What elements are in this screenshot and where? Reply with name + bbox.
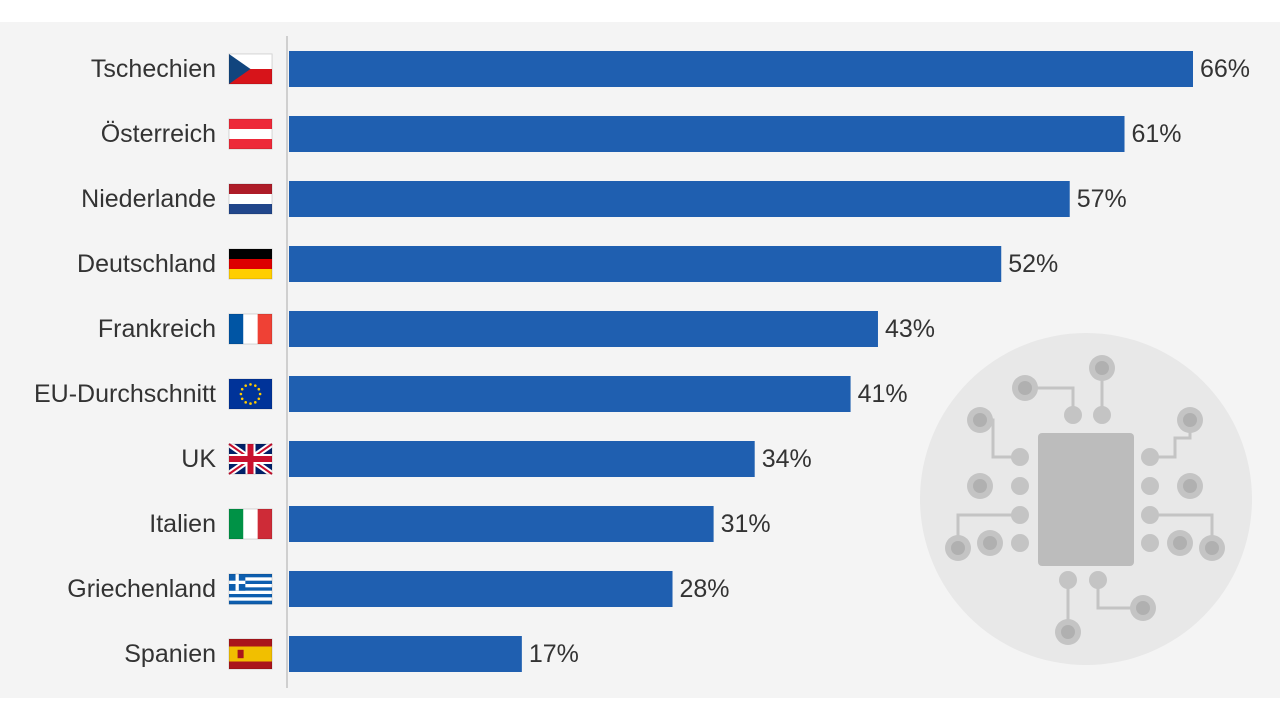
category-label: EU-Durchschnitt — [34, 380, 216, 408]
chip-pin — [1059, 571, 1077, 589]
chip-pin — [1093, 406, 1111, 424]
chip-pin — [1011, 448, 1029, 466]
chip-pin — [1011, 477, 1029, 495]
bar — [289, 181, 1070, 217]
flag-fr-icon — [228, 313, 273, 345]
category-label: Griechenland — [67, 575, 216, 603]
value-label: 31% — [721, 510, 771, 538]
bar — [289, 571, 673, 607]
value-label: 52% — [1008, 250, 1058, 278]
bar-row: Niederlande 57% — [81, 181, 1127, 217]
bar — [289, 636, 522, 672]
flag-eu-icon — [228, 378, 273, 410]
category-label: UK — [181, 445, 216, 473]
bar-row: UK 34% — [181, 441, 812, 477]
category-label: Niederlande — [81, 185, 216, 213]
bar-row: Griechenland 28% — [67, 571, 730, 607]
bar-row: Tschechien 66% — [91, 51, 1250, 87]
chip-pin — [1141, 477, 1159, 495]
circuit-node-core — [1095, 361, 1109, 375]
category-label: Spanien — [124, 640, 216, 668]
bar — [289, 246, 1002, 282]
bar-row: Spanien 17% — [124, 636, 579, 672]
value-label: 34% — [762, 445, 812, 473]
bar — [289, 311, 878, 347]
circuit-node-core — [1018, 381, 1032, 395]
value-label: 28% — [680, 575, 730, 603]
circuit-node-core — [951, 541, 965, 555]
category-label: Italien — [149, 510, 216, 538]
bar — [289, 116, 1125, 152]
bar-row: Frankreich 43% — [98, 311, 935, 347]
flag-gr-icon — [228, 573, 273, 605]
bar-row: EU-Durchschnitt 41% — [34, 376, 908, 412]
circuit-node-core — [1183, 413, 1197, 427]
category-label: Österreich — [101, 120, 216, 148]
bar-row: Italien 31% — [149, 506, 771, 542]
chip-pin — [1141, 448, 1159, 466]
chip-pin — [1011, 506, 1029, 524]
bar — [289, 376, 851, 412]
chip-pin — [1089, 571, 1107, 589]
chip-pin — [1011, 534, 1029, 552]
bar — [289, 506, 714, 542]
circuit-node-core — [1136, 601, 1150, 615]
value-label: 17% — [529, 640, 579, 668]
circuit-trace — [1096, 580, 1143, 610]
flag-es-icon — [228, 638, 273, 670]
flag-de-icon — [228, 248, 273, 280]
value-label: 57% — [1077, 185, 1127, 213]
circuit-node-core — [973, 413, 987, 427]
bar — [289, 441, 755, 477]
category-label: Tschechien — [91, 55, 216, 83]
value-label: 61% — [1132, 120, 1182, 148]
flag-nl-icon — [228, 183, 273, 215]
flag-uk-icon — [227, 441, 274, 477]
flag-cz-icon — [228, 53, 273, 85]
bar-row: Deutschland 52% — [77, 246, 1058, 282]
chip-pin — [1064, 406, 1082, 424]
circuit-node-core — [1183, 479, 1197, 493]
bar-row: Österreich 61% — [101, 116, 1182, 152]
bar — [289, 51, 1193, 87]
circuit-chip-icon — [920, 333, 1252, 665]
circuit-node-core — [1205, 541, 1219, 555]
circuit-node-core — [1173, 536, 1187, 550]
flag-it-icon — [228, 508, 273, 540]
chip-pin — [1141, 506, 1159, 524]
circuit-node-core — [973, 479, 987, 493]
bar-rows: Tschechien 66% Österreich 61% Niederlande 57%… — [34, 51, 1250, 672]
value-label: 66% — [1200, 55, 1250, 83]
chip-pin — [1141, 534, 1159, 552]
flag-at-icon — [228, 118, 273, 150]
circuit-node-core — [983, 536, 997, 550]
chip-body — [1038, 433, 1134, 566]
category-label: Frankreich — [98, 315, 216, 343]
value-label: 41% — [858, 380, 908, 408]
value-label: 43% — [885, 315, 935, 343]
circuit-node-core — [1061, 625, 1075, 639]
category-label: Deutschland — [77, 250, 216, 278]
